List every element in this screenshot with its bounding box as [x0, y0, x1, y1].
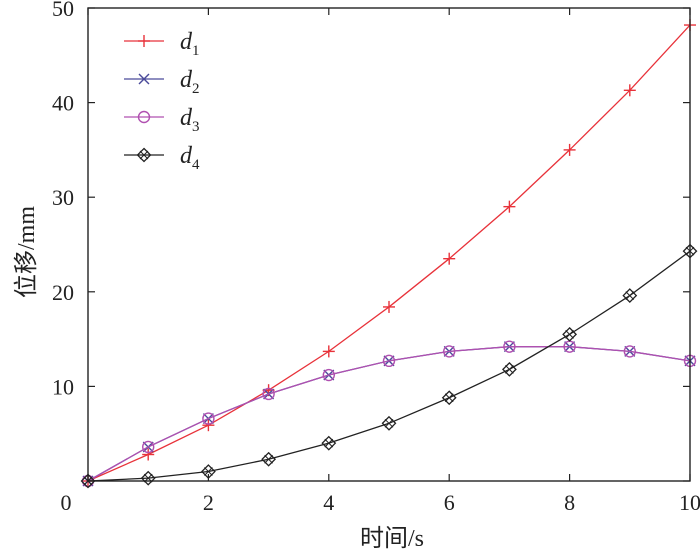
x-tick-label: 4: [323, 490, 334, 515]
data-point: [322, 345, 335, 358]
y-tick-label: 20: [52, 280, 74, 305]
legend-label: d1: [180, 29, 200, 59]
y-tick-label: 10: [52, 374, 74, 399]
data-point: [623, 84, 636, 97]
y-tick-label: 30: [52, 185, 74, 210]
data-point: [142, 448, 155, 461]
legend-marker: [138, 73, 150, 85]
data-point: [382, 354, 396, 368]
legend-marker: [137, 110, 151, 124]
legend: d1 d2 d3 d4: [124, 29, 200, 173]
data-point: [202, 412, 215, 425]
x-tick-label: 8: [564, 490, 575, 515]
axes: 0 2 4 6 8 10 10 20 30 40 50: [52, 0, 700, 515]
data-point: [563, 143, 576, 156]
data-point: [562, 326, 578, 342]
legend-entry: d3: [124, 105, 200, 135]
legend-entry: d2: [124, 67, 200, 97]
data-point: [262, 387, 275, 401]
data-point: [322, 368, 335, 382]
data-point: [503, 340, 516, 353]
data-point: [383, 300, 395, 313]
data-point: [501, 361, 517, 377]
x-tick-label: 10: [679, 490, 700, 515]
data-point: [622, 288, 638, 304]
legend-label: d3: [180, 105, 200, 135]
legend-marker: [136, 147, 152, 163]
series-d3: [81, 340, 697, 488]
x-tick-label: 2: [203, 490, 214, 515]
y-tick-label: 50: [52, 0, 74, 21]
x-tick-label: 6: [444, 490, 455, 515]
data-point: [321, 435, 337, 451]
data-point: [441, 390, 457, 406]
data-point: [443, 345, 456, 358]
legend-entry: d1: [124, 29, 200, 59]
data-point: [261, 451, 277, 467]
data-point: [503, 200, 516, 213]
x-tick-label: 0: [61, 490, 72, 515]
data-point: [381, 415, 397, 431]
legend-label: d2: [180, 67, 200, 97]
series-line: [87, 346, 691, 482]
y-axis-title: 位移/mm: [13, 206, 40, 298]
series-line: [87, 24, 691, 482]
legend-label: d4: [180, 143, 200, 173]
data-point: [202, 419, 215, 432]
data-point: [141, 440, 155, 454]
legend-marker: [138, 35, 150, 47]
series-d4: [80, 243, 698, 489]
data-point: [443, 252, 456, 265]
plot-area: [80, 19, 698, 489]
x-axis-title: 时间/s: [360, 525, 424, 552]
plot-frame: [87, 7, 691, 482]
y-tick-label: 40: [52, 91, 74, 116]
data-point: [563, 340, 576, 353]
data-point: [623, 345, 636, 358]
legend-entry: d4: [124, 143, 200, 173]
